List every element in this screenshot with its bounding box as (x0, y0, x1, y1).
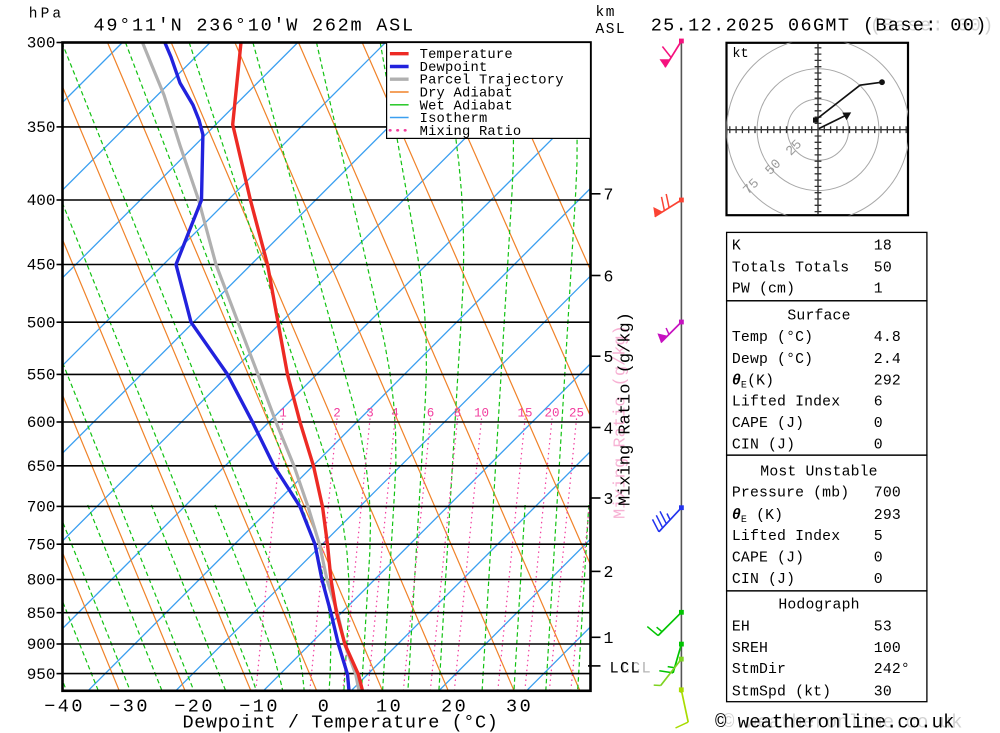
svg-text:5: 5 (874, 529, 883, 545)
svg-text:(Base: 00): (Base: 00) (870, 16, 995, 37)
svg-text:6: 6 (874, 395, 883, 411)
svg-text:2: 2 (604, 563, 614, 582)
svg-text:7: 7 (604, 186, 614, 205)
svg-text:θE (K): θE (K) (732, 508, 783, 526)
svg-text:kt: kt (732, 47, 748, 62)
svg-text:6: 6 (604, 267, 614, 286)
svg-text:Mixing Ratio (g/kg): Mixing Ratio (g/kg) (617, 312, 636, 506)
svg-text:CIN (J): CIN (J) (732, 572, 795, 588)
svg-text:18: 18 (874, 239, 892, 255)
svg-text:750: 750 (27, 536, 56, 554)
svg-text:0: 0 (874, 416, 883, 432)
svg-text:900: 900 (27, 636, 56, 654)
svg-text:100: 100 (874, 641, 901, 657)
svg-text:0: 0 (874, 572, 883, 588)
svg-text:20: 20 (544, 407, 559, 421)
svg-text:Mixing Ratio: Mixing Ratio (420, 124, 522, 140)
svg-text:Hodograph: Hodograph (778, 597, 859, 613)
svg-text:293: 293 (874, 508, 901, 524)
svg-text:Isotherm: Isotherm (420, 111, 488, 127)
svg-text:Dewp (°C): Dewp (°C) (732, 352, 813, 368)
svg-text:3: 3 (366, 407, 374, 421)
svg-text:CAPE (J): CAPE (J) (732, 416, 804, 432)
svg-text:49°11'N 236°10'W 262m ASL: 49°11'N 236°10'W 262m ASL (94, 16, 415, 37)
svg-text:8: 8 (454, 407, 462, 421)
svg-text:© weatheronline.co.uk: © weatheronline.co.uk (723, 712, 962, 733)
svg-text:30: 30 (874, 685, 892, 701)
svg-text:950: 950 (27, 666, 56, 684)
svg-text:10: 10 (474, 407, 489, 421)
svg-text:25.12.2025 06GMT (Base: 00): 25.12.2025 06GMT (Base: 00) (651, 16, 988, 37)
svg-text:850: 850 (27, 605, 56, 623)
svg-text:ASL: ASL (596, 22, 627, 38)
svg-text:StmSpd (kt): StmSpd (kt) (732, 685, 831, 701)
svg-text:θE(K): θE(K) (732, 374, 774, 392)
svg-text:30: 30 (506, 697, 533, 718)
svg-text:3: 3 (604, 490, 614, 509)
svg-text:6: 6 (427, 407, 435, 421)
svg-text:Lifted Index: Lifted Index (732, 395, 840, 411)
svg-text:4: 4 (391, 407, 399, 421)
svg-text:Pressure (mb): Pressure (mb) (732, 486, 849, 502)
svg-text:0: 0 (318, 697, 332, 718)
svg-text:Totals Totals: Totals Totals (732, 261, 849, 277)
svg-text:25: 25 (569, 407, 584, 421)
svg-text:Temperature: Temperature (420, 48, 513, 63)
svg-text:CIN (J): CIN (J) (732, 438, 795, 454)
svg-text:Lifted Index: Lifted Index (732, 529, 840, 545)
svg-text:4.8: 4.8 (874, 330, 901, 346)
svg-text:1: 1 (874, 282, 883, 298)
svg-text:Dry Adiabat: Dry Adiabat (420, 86, 513, 102)
svg-text:CAPE (J): CAPE (J) (732, 551, 804, 567)
svg-text:LCL: LCL (610, 660, 641, 678)
svg-text:Surface: Surface (787, 309, 850, 325)
svg-text:1: 1 (604, 629, 614, 648)
svg-text:2: 2 (333, 407, 341, 421)
svg-text:Temp (°C): Temp (°C) (732, 330, 813, 346)
svg-text:350: 350 (27, 119, 56, 137)
svg-text:km: km (596, 5, 616, 21)
svg-text:© weatheronline.co.uk: © weatheronline.co.uk (715, 712, 954, 733)
svg-text:StmDir: StmDir (732, 662, 786, 678)
svg-text:K: K (732, 239, 741, 255)
svg-text:20: 20 (441, 697, 468, 718)
svg-text:−40: −40 (44, 697, 85, 718)
svg-text:550: 550 (27, 367, 56, 385)
svg-text:0: 0 (874, 438, 883, 454)
svg-text:53: 53 (874, 619, 892, 635)
svg-text:700: 700 (874, 486, 901, 502)
svg-text:0: 0 (874, 551, 883, 567)
svg-text:500: 500 (27, 314, 56, 332)
svg-text:EH: EH (732, 619, 750, 635)
svg-text:800: 800 (27, 572, 56, 590)
svg-text:Wet Adiabat: Wet Adiabat (420, 98, 513, 114)
svg-text:Dewpoint: Dewpoint (420, 60, 488, 76)
svg-text:242°: 242° (874, 662, 910, 678)
svg-text:4: 4 (604, 419, 614, 438)
svg-text:SREH: SREH (732, 641, 768, 657)
svg-text:2.4: 2.4 (874, 352, 901, 368)
svg-text:5: 5 (604, 348, 614, 367)
svg-text:−10: −10 (239, 697, 280, 718)
svg-text:300: 300 (27, 35, 56, 53)
svg-text:600: 600 (27, 414, 56, 432)
svg-text:Parcel Trajectory: Parcel Trajectory (420, 73, 564, 89)
svg-text:PW (cm): PW (cm) (732, 282, 795, 298)
svg-text:hPa: hPa (29, 7, 64, 23)
svg-text:50: 50 (874, 261, 892, 277)
svg-text:Dewpoint / Temperature (°C): Dewpoint / Temperature (°C) (183, 713, 499, 733)
svg-text:10: 10 (376, 697, 403, 718)
svg-text:292: 292 (874, 374, 901, 390)
svg-text:−20: −20 (174, 697, 215, 718)
svg-text:450: 450 (27, 257, 56, 275)
svg-text:LCL: LCL (621, 660, 652, 678)
svg-text:400: 400 (27, 192, 56, 210)
svg-text:−30: −30 (109, 697, 150, 718)
svg-text:15: 15 (517, 407, 532, 421)
svg-text:650: 650 (27, 458, 56, 476)
svg-text:700: 700 (27, 499, 56, 517)
svg-text:1: 1 (279, 407, 287, 421)
svg-text:Most Unstable: Most Unstable (760, 465, 877, 481)
svg-text:Mixing Ratio (g/kg): Mixing Ratio (g/kg) (612, 325, 631, 519)
